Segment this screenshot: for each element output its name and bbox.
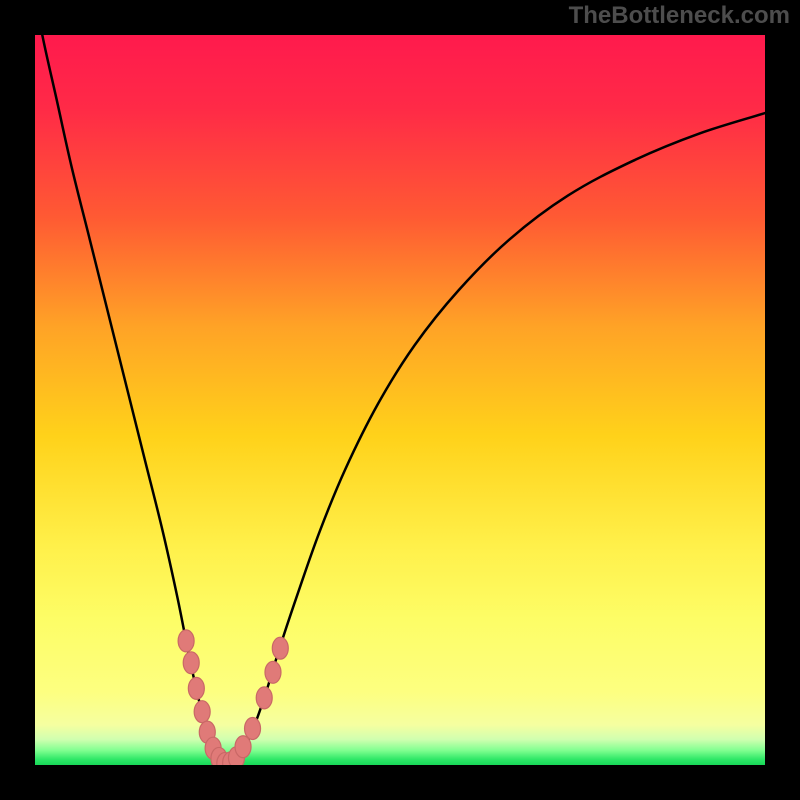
- marker-point: [178, 630, 194, 652]
- marker-point: [183, 652, 199, 674]
- marker-point: [188, 677, 204, 699]
- marker-point: [194, 701, 210, 723]
- marker-point: [245, 718, 261, 740]
- marker-point: [235, 736, 251, 758]
- plot-area: [35, 35, 765, 765]
- marker-point: [256, 687, 272, 709]
- bottleneck-curve: [35, 35, 765, 765]
- watermark-text: TheBottleneck.com: [569, 2, 790, 30]
- marker-point: [265, 661, 281, 683]
- chart-frame: TheBottleneck.com: [0, 0, 800, 800]
- curve-svg: [35, 35, 765, 765]
- marker-point: [272, 637, 288, 659]
